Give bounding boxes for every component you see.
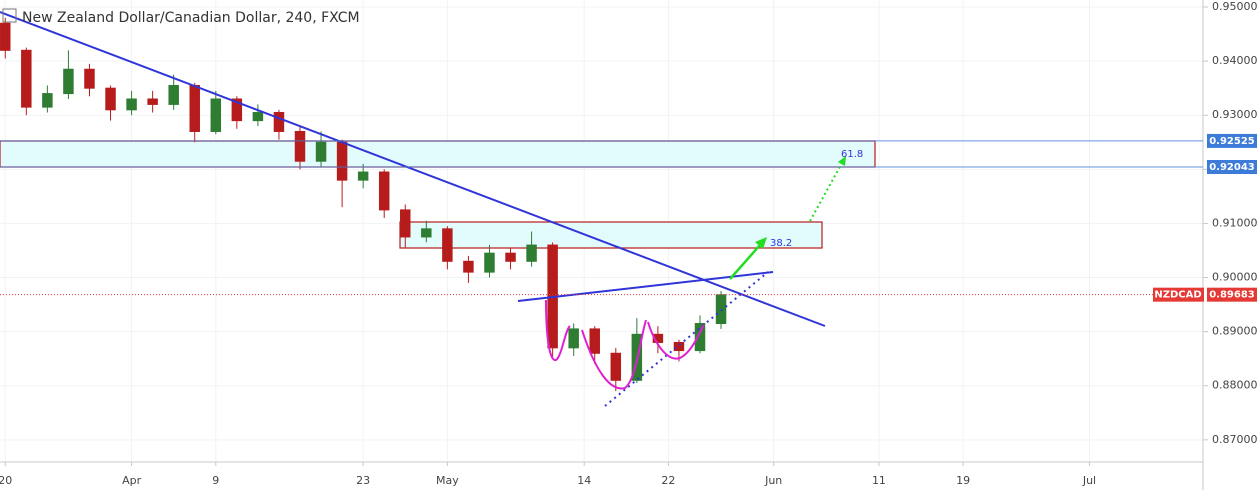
candle-body <box>400 209 411 238</box>
candle-body <box>568 328 579 349</box>
candle-body <box>463 260 474 273</box>
candle-body <box>189 84 200 132</box>
x-tick-label: 9 <box>212 474 219 487</box>
x-tick-label: Jun <box>764 474 782 487</box>
left-shoulder <box>545 299 571 361</box>
y-tick-label: 0.91000 <box>1212 216 1257 229</box>
candle-body <box>105 87 116 111</box>
symbol-label: NZDCAD <box>1154 290 1201 301</box>
fib-label: 61.8 <box>841 149 863 160</box>
candle-body <box>357 171 369 181</box>
resistance-zone <box>0 140 876 168</box>
menu-icon[interactable] <box>2 8 17 23</box>
x-tick-label: 11 <box>872 474 886 487</box>
x-tick-label: May <box>436 474 459 487</box>
candle-body <box>484 252 495 273</box>
y-tick-label: 0.94000 <box>1212 54 1257 67</box>
price-badge <box>1207 133 1257 148</box>
target-arrow <box>729 244 761 280</box>
candle-body <box>42 93 53 108</box>
candle-body <box>336 141 348 181</box>
candle-body <box>168 84 179 105</box>
support-line <box>604 271 769 407</box>
candle-body <box>378 171 390 211</box>
candle-body <box>252 112 264 122</box>
x-tick-label: 20 <box>0 474 12 487</box>
price-badge-label: 0.92525 <box>1209 136 1255 147</box>
candle-body <box>715 294 727 325</box>
candle-body <box>589 328 600 354</box>
x-tick-label: 23 <box>356 474 370 487</box>
candle-body <box>673 341 685 352</box>
candle-body <box>21 49 32 108</box>
candle-body <box>610 352 622 381</box>
candle-body <box>694 323 706 352</box>
candle-body <box>421 228 432 238</box>
candle-body <box>526 244 537 262</box>
candle-body <box>442 228 453 262</box>
target-arrow-dotted <box>809 162 843 222</box>
x-tick-label: Jul <box>1082 474 1096 487</box>
arrow-head <box>755 237 767 249</box>
y-tick-label: 0.88000 <box>1212 379 1257 392</box>
candle-body <box>63 68 74 95</box>
candle-body <box>147 98 158 105</box>
y-tick-label: 0.89000 <box>1212 325 1257 338</box>
chart-title: New Zealand Dollar/Canadian Dollar, 240,… <box>22 10 360 26</box>
candle-body <box>84 68 95 89</box>
x-tick-label: 19 <box>956 474 970 487</box>
y-tick-label: 0.87000 <box>1212 433 1257 446</box>
price-badge <box>1207 160 1257 175</box>
y-tick-label: 0.90000 <box>1212 271 1257 284</box>
x-tick-label: 22 <box>661 474 675 487</box>
x-tick-label: 14 <box>577 474 591 487</box>
candle-body <box>126 98 137 111</box>
candle-body <box>231 98 243 122</box>
candle-body <box>652 333 664 343</box>
y-tick-label: 0.93000 <box>1212 108 1257 121</box>
x-tick-label: Apr <box>122 474 142 487</box>
arrow-head <box>838 156 846 166</box>
fib-label: 38.2 <box>770 238 792 249</box>
right-shoulder <box>647 321 705 360</box>
symbol-badge <box>1153 287 1204 302</box>
candle-body <box>315 141 327 162</box>
candle-body <box>505 252 516 262</box>
candle-body <box>273 112 285 132</box>
y-tick-label: 0.95000 <box>1212 0 1257 13</box>
head <box>581 319 647 390</box>
downtrend-line <box>0 11 826 327</box>
price-badge-label: 0.92043 <box>1209 162 1255 173</box>
candle-body <box>0 22 11 51</box>
price-badge-label: 0.89683 <box>1209 290 1255 301</box>
candle-body <box>294 130 306 162</box>
price-badge <box>1207 287 1257 302</box>
candle-body <box>210 98 222 132</box>
